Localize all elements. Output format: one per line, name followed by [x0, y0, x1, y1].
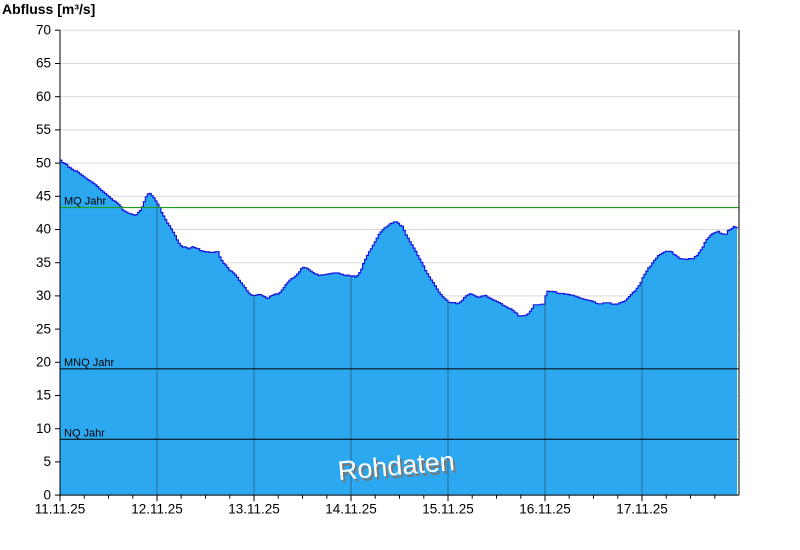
svg-text:65: 65 — [36, 56, 51, 71]
svg-text:17.11.25: 17.11.25 — [616, 502, 668, 517]
svg-text:40: 40 — [36, 222, 51, 237]
svg-text:MNQ Jahr: MNQ Jahr — [64, 357, 114, 369]
svg-text:10: 10 — [36, 421, 51, 436]
svg-text:55: 55 — [36, 122, 51, 137]
svg-text:15: 15 — [36, 388, 51, 403]
svg-text:12.11.25: 12.11.25 — [131, 502, 183, 517]
svg-text:35: 35 — [36, 255, 51, 270]
svg-text:0: 0 — [43, 487, 51, 502]
svg-text:14.11.25: 14.11.25 — [325, 502, 377, 517]
svg-text:NQ Jahr: NQ Jahr — [64, 427, 105, 439]
svg-text:60: 60 — [36, 89, 51, 104]
svg-text:5: 5 — [43, 454, 51, 469]
svg-text:20: 20 — [36, 355, 51, 370]
svg-text:70: 70 — [36, 23, 51, 38]
svg-text:30: 30 — [36, 288, 51, 303]
svg-text:50: 50 — [36, 155, 51, 170]
svg-text:13.11.25: 13.11.25 — [228, 502, 280, 517]
svg-text:11.11.25: 11.11.25 — [35, 502, 86, 517]
svg-text:15.11.25: 15.11.25 — [422, 502, 474, 517]
svg-text:25: 25 — [36, 321, 51, 336]
svg-text:16.11.25: 16.11.25 — [519, 502, 571, 517]
svg-text:MQ Jahr: MQ Jahr — [64, 196, 107, 208]
svg-text:45: 45 — [36, 189, 51, 204]
